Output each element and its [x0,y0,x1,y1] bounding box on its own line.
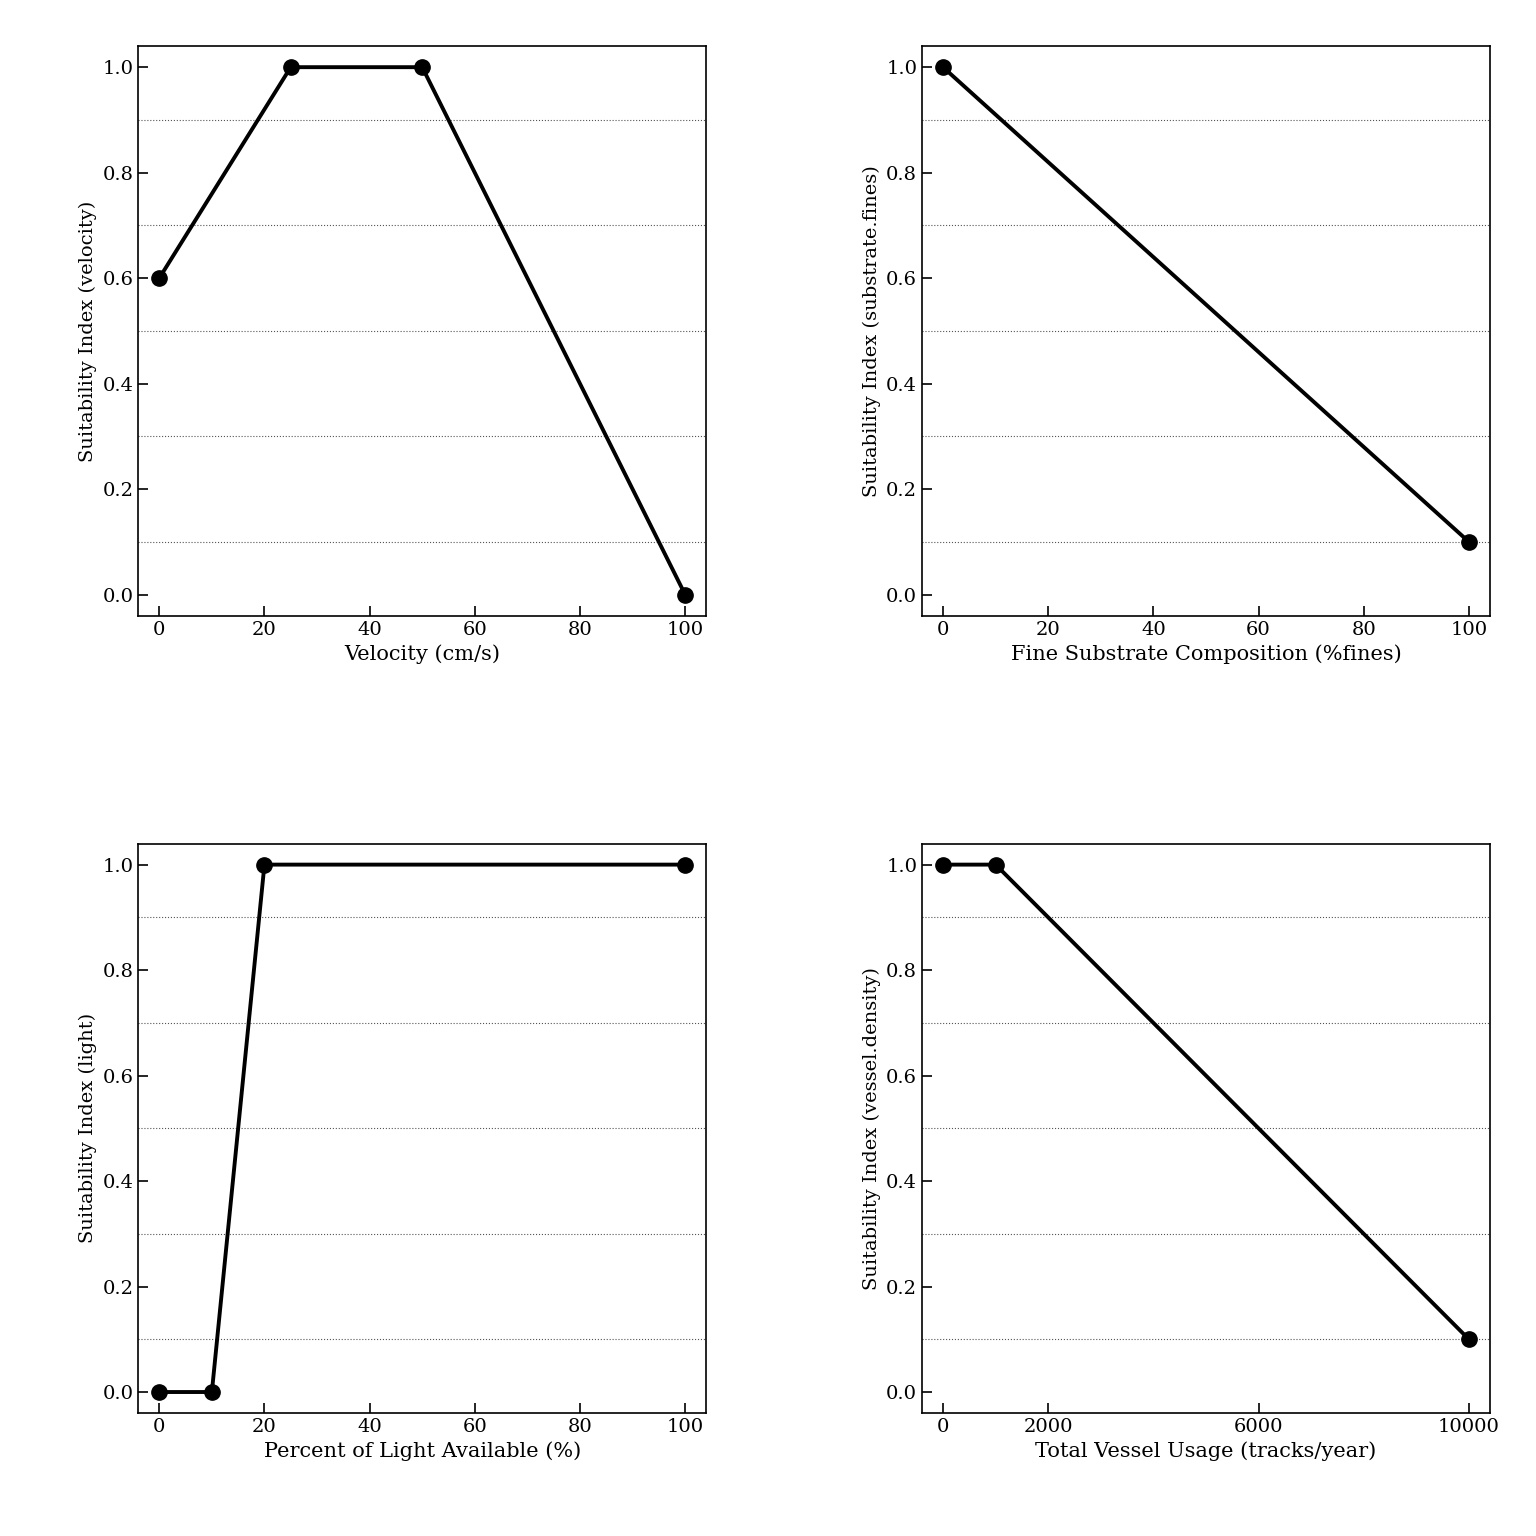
X-axis label: Velocity (cm/s): Velocity (cm/s) [344,644,501,664]
Y-axis label: Suitability Index (vessel.density): Suitability Index (vessel.density) [862,966,880,1290]
Y-axis label: Suitability Index (light): Suitability Index (light) [78,1014,97,1243]
Y-axis label: Suitability Index (substrate.fines): Suitability Index (substrate.fines) [862,164,880,496]
X-axis label: Fine Substrate Composition (%fines): Fine Substrate Composition (%fines) [1011,644,1401,664]
Y-axis label: Suitability Index (velocity): Suitability Index (velocity) [78,200,97,461]
X-axis label: Total Vessel Usage (tracks/year): Total Vessel Usage (tracks/year) [1035,1442,1376,1461]
X-axis label: Percent of Light Available (%): Percent of Light Available (%) [264,1442,581,1461]
